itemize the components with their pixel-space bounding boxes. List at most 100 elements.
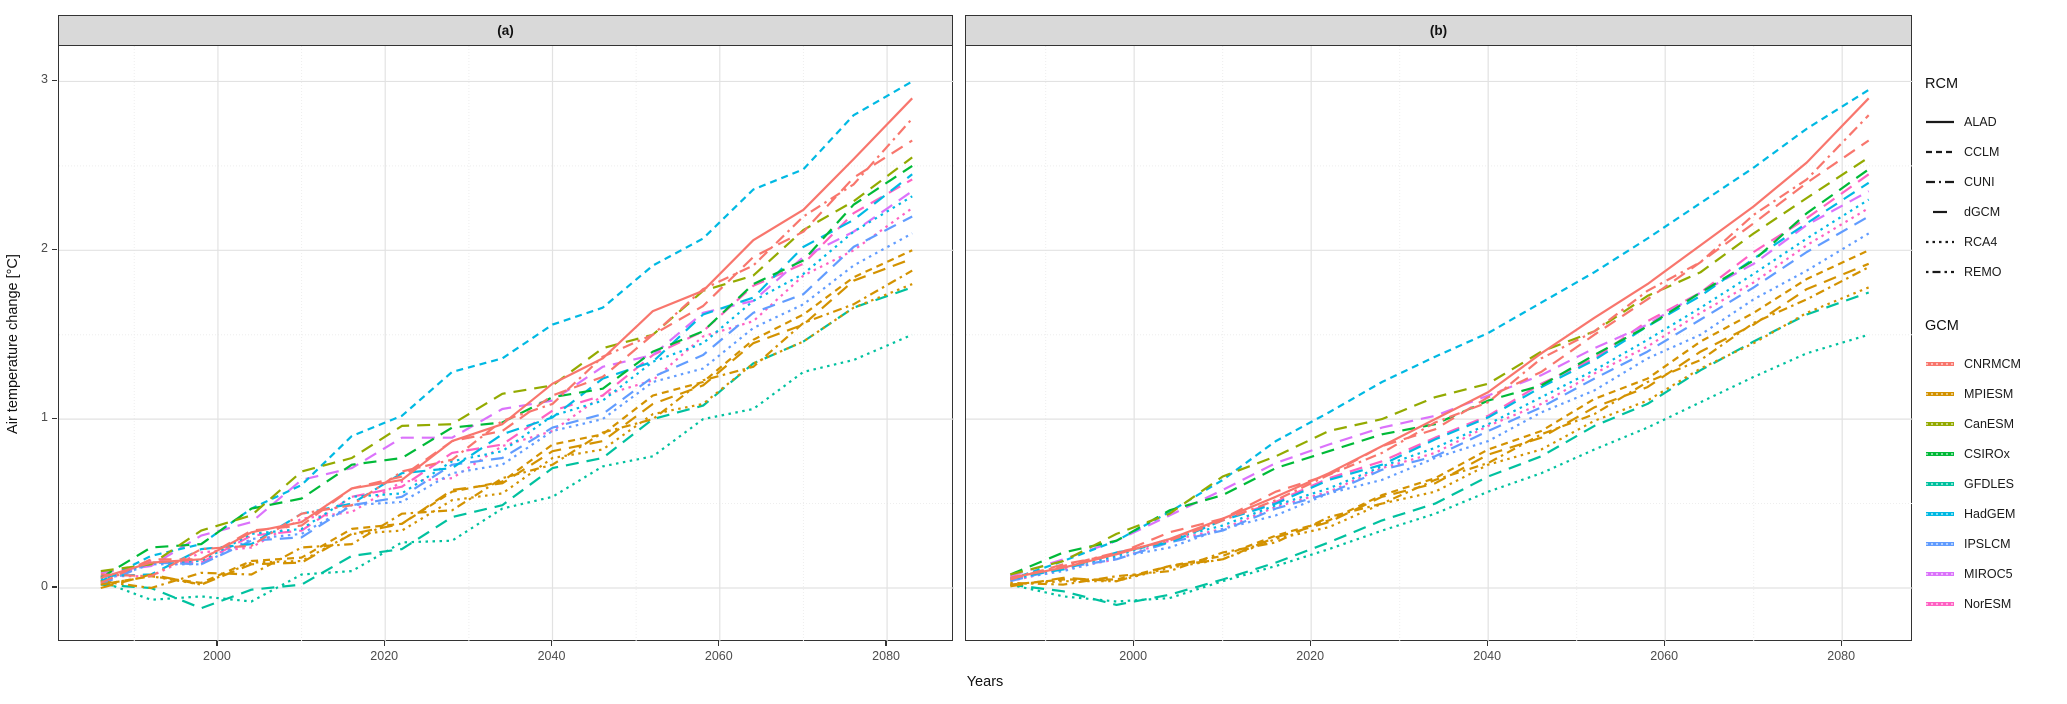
- series-line-GFDLES-dGCM: [100, 286, 913, 610]
- series-line-HadGEM-RCA4: [1010, 198, 1870, 581]
- color-line-key-icon: [1926, 422, 1954, 426]
- series-line-CSIROx-dGCM: [1009, 168, 1870, 576]
- color-line-key-icon: [1926, 602, 1954, 606]
- x-tick-mark: [1663, 641, 1665, 646]
- legend-title-rcm: RCM: [1925, 76, 1959, 92]
- legend-label-gcm: IPSLCM: [1964, 537, 2011, 551]
- series-line-MPIESM-CCLM: [100, 249, 913, 586]
- legend-label-rcm: ALAD: [1964, 115, 1997, 129]
- series-line-CanESM-dGCM: [100, 156, 913, 573]
- dotdash-line-key-icon: [1926, 270, 1954, 274]
- series-line-NorESM-dGCM: [1010, 173, 1870, 581]
- color-line-key-icon: [1926, 392, 1954, 396]
- legend-label-gcm: MIROC5: [1964, 567, 2013, 581]
- series-line-MPIESM-dGCM: [100, 257, 913, 590]
- legend-title-gcm: GCM: [1925, 318, 1959, 334]
- color-line-key-icon: [1926, 512, 1954, 516]
- series-line-IPSLCM-RCA4: [1010, 232, 1870, 581]
- legend-item-gcm-CSIROx: CSIROx: [1925, 443, 2010, 465]
- series-line-MPIESM-REMO: [100, 269, 913, 590]
- legend-item-rcm-REMO: REMO: [1925, 261, 2002, 283]
- series-line-GFDLES-dGCM: [1010, 291, 1870, 607]
- legend-label-gcm: HadGEM: [1964, 507, 2016, 521]
- dashed-line-key-icon: [1926, 150, 1954, 154]
- x-tick-mark: [718, 641, 720, 646]
- series-line-CNRMCM-ALAD: [100, 97, 913, 579]
- legend-label-rcm: dGCM: [1964, 205, 2001, 219]
- legend-label-gcm: MPIESM: [1964, 387, 2014, 401]
- x-tick-mark: [1840, 641, 1842, 646]
- series-line-CSIROx-dGCM: [100, 164, 913, 579]
- y-tick-label: 2: [41, 241, 48, 256]
- y-tick-mark: [52, 248, 57, 250]
- color-line-key-icon: [1926, 542, 1954, 546]
- y-tick-label: 0: [41, 578, 48, 593]
- series-line-CanESM-dGCM: [1010, 156, 1870, 576]
- legend-item-rcm-CUNI: CUNI: [1925, 171, 1995, 193]
- series-line-GFDLES-RCA4: [1010, 333, 1870, 603]
- x-tick-mark: [216, 641, 218, 646]
- x-tick-label: 2080: [1827, 649, 1856, 663]
- series-line-CNRMCM-CUNI: [1010, 114, 1870, 579]
- legend-item-rcm-RCA4: RCA4: [1925, 231, 1997, 253]
- legend-item-rcm-CCLM: CCLM: [1925, 141, 1999, 163]
- legend-item-rcm-dGCM: dGCM: [1925, 201, 2000, 223]
- facet-strip-b: (b): [965, 15, 1912, 46]
- series-line-MIROC5-dGCM: [100, 190, 913, 574]
- x-tick-label: 2060: [1650, 649, 1679, 663]
- series-line-MPIESM-REMO: [1010, 266, 1870, 586]
- legend-label-gcm: CSIROx: [1964, 447, 2010, 461]
- x-tick-label: 2040: [1473, 649, 1502, 663]
- x-tick-label: 2040: [537, 649, 566, 663]
- series-line-NorESM-RCA4: [100, 207, 913, 578]
- series-line-HadGEM-dGCM: [100, 173, 913, 578]
- color-line-key-icon: [1926, 482, 1954, 486]
- series-line-CNRMCM-dGCM: [1009, 139, 1870, 581]
- x-tick-mark: [550, 641, 553, 646]
- series-line-HadGEM-dGCM: [1010, 181, 1870, 579]
- color-line-key-icon: [1926, 362, 1954, 366]
- plot-area-b: [966, 46, 1913, 642]
- y-tick-mark: [52, 586, 57, 588]
- legend-label-gcm: GFDLES: [1964, 477, 2015, 491]
- y-tick-mark: [52, 79, 57, 82]
- facet-label-b: (b): [1429, 23, 1448, 38]
- series-line-CNRMCM-dGCM: [100, 139, 913, 584]
- legend-label-gcm: CanESM: [1964, 417, 2015, 431]
- legend-item-gcm-HadGEM: HadGEM: [1925, 503, 2015, 525]
- x-tick-label: 2020: [370, 649, 399, 663]
- legend-label-gcm: NorESM: [1964, 597, 2012, 611]
- plot-area-a: [59, 46, 954, 642]
- legend-item-gcm-MPIESM: MPIESM: [1925, 383, 2013, 405]
- color-line-key-icon: [1926, 452, 1954, 456]
- x-tick-label: 2020: [1296, 649, 1325, 663]
- series-line-IPSLCM-dGCM: [1010, 215, 1870, 583]
- x-tick-label: 2060: [704, 649, 733, 663]
- dotted-line-key-icon: [1926, 240, 1954, 244]
- legend-item-gcm-IPSLCM: IPSLCM: [1925, 533, 2011, 555]
- legend-label-gcm: CNRMCM: [1964, 357, 2021, 371]
- solid-line-key-icon: [1926, 120, 1954, 124]
- x-tick-mark: [1486, 641, 1488, 646]
- series-line-GFDLES-RCA4: [100, 333, 913, 603]
- series-line-HadGEM-RCA4: [100, 195, 913, 581]
- x-tick-mark: [1132, 641, 1134, 646]
- facet-label-a: (a): [497, 23, 514, 38]
- x-tick-mark: [1309, 641, 1311, 646]
- y-tick-mark: [52, 417, 57, 419]
- legend-label-rcm: CUNI: [1964, 175, 1995, 189]
- panel-b: [965, 45, 1913, 642]
- facet-strip-a: (a): [58, 15, 953, 46]
- series-line-HadGEM-CCLM: [100, 80, 913, 583]
- x-axis-title: Years: [966, 674, 1004, 690]
- series-line-CNRMCM-ALAD: [1010, 97, 1870, 579]
- legend-item-gcm-CanESM: CanESM: [1925, 413, 2014, 435]
- panel-a: [58, 45, 954, 642]
- y-axis-title: Air temperature change [°C]: [5, 254, 21, 434]
- series-line-IPSLCM-RCA4: [100, 232, 913, 583]
- x-tick-mark: [383, 641, 385, 646]
- series-line-MIROC5-dGCM: [1009, 190, 1870, 578]
- series-line-MPIESM-dGCM: [1010, 262, 1870, 588]
- legend-item-gcm-GFDLES: GFDLES: [1925, 473, 2014, 495]
